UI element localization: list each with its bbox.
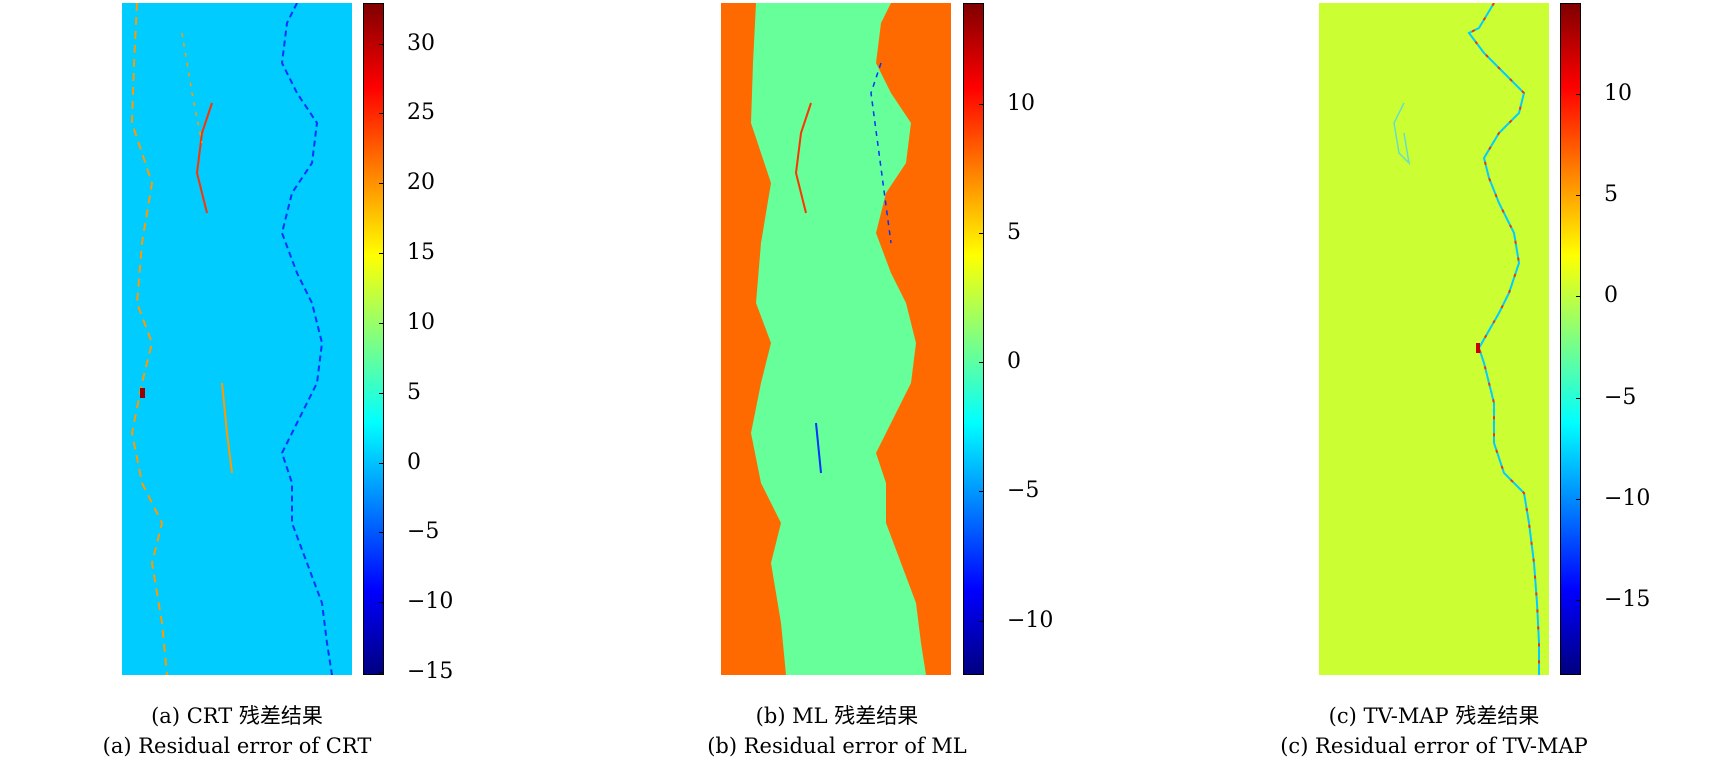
residual-map-crt	[122, 3, 352, 675]
colorbar-tick-label: 30	[407, 30, 435, 56]
colorbar-tvmap	[1560, 3, 1581, 675]
colorbar-tick	[979, 103, 984, 105]
colorbar-tick	[1576, 296, 1581, 298]
colorbar-tick-label: −10	[1007, 607, 1054, 633]
colorbar-tick-label: −15	[1604, 587, 1651, 613]
residual-edges-tvmap	[1393, 3, 1540, 675]
caption-cn-tvmap: (c) TV-MAP 残差结果	[1328, 704, 1540, 728]
caption-en-ml: (b) Residual error of ML	[707, 734, 967, 758]
colorbar-tick-label: 0	[1007, 349, 1021, 375]
colorbar-tick-label: 5	[407, 379, 421, 405]
colorbar-tick-label: −5	[1604, 384, 1637, 410]
colorbar-tick-label: 0	[1604, 283, 1618, 309]
colorbar-tick-label: 10	[1007, 90, 1035, 116]
colorbar-tick	[379, 392, 384, 394]
colorbar-tick	[979, 491, 984, 493]
colorbar-tick	[1576, 94, 1581, 96]
colorbar-tick-label: 20	[407, 170, 435, 196]
colorbar-tick-label: −5	[407, 519, 440, 545]
colorbar-tick-label: 10	[1604, 81, 1632, 107]
colorbar-tick	[379, 183, 384, 185]
colorbar-tick	[379, 322, 384, 324]
panel-crt: (a) CRT 残差结果 (a) Residual error of CRT 3…	[0, 0, 560, 765]
colorbar-tick	[379, 43, 384, 45]
residual-edges-crt	[130, 3, 333, 675]
caption-en-crt: (a) Residual error of CRT	[102, 734, 372, 758]
colorbar-tick	[1576, 498, 1581, 500]
caption-cn-ml: (b) ML 残差结果	[755, 704, 919, 728]
caption-en-tvmap: (c) Residual error of TV-MAP	[1280, 734, 1588, 758]
colorbar-tick	[379, 113, 384, 115]
colorbar-tick	[379, 253, 384, 255]
colorbar-tick	[1576, 195, 1581, 197]
colorbar-tick-label: 5	[1604, 182, 1618, 208]
colorbar-tick-label: −10	[1604, 485, 1651, 511]
colorbar-crt	[363, 3, 384, 675]
panel-tvmap: (c) TV-MAP 残差结果 (c) Residual error of TV…	[0, 0, 1650, 765]
colorbar-tick	[979, 233, 984, 235]
caption-cn-crt: (a) CRT 残差结果	[151, 704, 323, 728]
colorbar-tick-label: 5	[1007, 220, 1021, 246]
colorbar-ml	[963, 3, 984, 675]
colorbar-tick	[379, 672, 384, 674]
colorbar-tick	[979, 362, 984, 364]
colorbar-tick	[1576, 397, 1581, 399]
colorbar-tick-label: 10	[407, 309, 435, 335]
colorbar-tick-label: −15	[407, 659, 454, 685]
residual-regions-ml	[751, 3, 926, 675]
colorbar-tick-label: −10	[407, 589, 454, 615]
colorbar-tick	[379, 462, 384, 464]
colorbar-tick	[1576, 600, 1581, 602]
colorbar-tick	[379, 532, 384, 534]
colorbar-tick-label: −5	[1007, 478, 1040, 504]
colorbar-tick	[379, 602, 384, 604]
colorbar-tick-label: 0	[407, 449, 421, 475]
colorbar-tick-label: 25	[407, 100, 435, 126]
colorbar-tick	[979, 620, 984, 622]
residual-map-ml	[721, 3, 951, 675]
colorbar-tick-label: 15	[407, 240, 435, 266]
panel-ml: (b) ML 残差结果 (b) Residual error of ML 10 5…	[0, 0, 1053, 765]
residual-map-tvmap	[1319, 3, 1549, 675]
